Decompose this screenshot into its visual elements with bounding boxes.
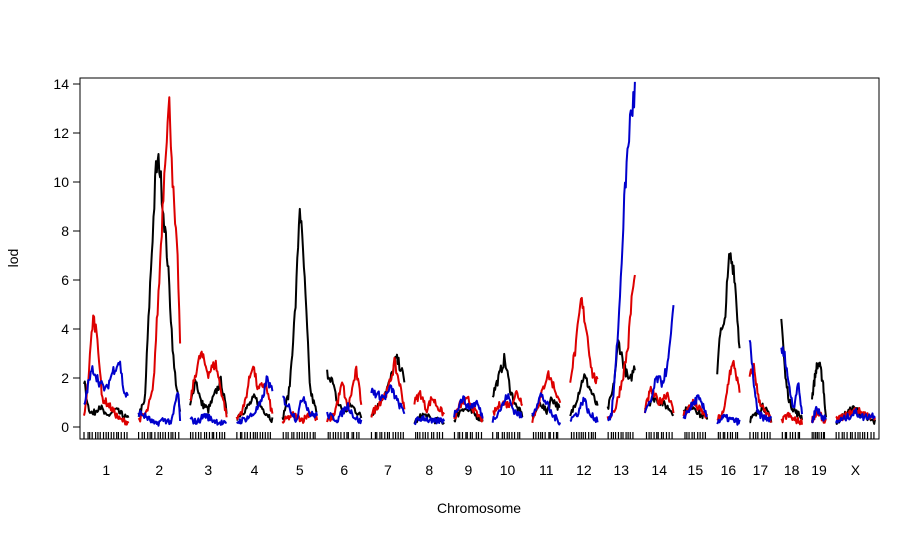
lod-curve-series-3-chr-3 [189, 412, 228, 426]
lod-curve-series-2-chr-1 [83, 314, 130, 426]
x-tick-label-chr-16: 16 [721, 462, 737, 478]
x-tick-label-chr-13: 13 [613, 462, 629, 478]
x-axis-label: Chromosome [437, 500, 521, 516]
lod-curve-series-2-chr-10 [492, 390, 524, 416]
lod-curve-series-2-chr-4 [235, 365, 274, 420]
lod-curve-series-1-chr-19 [811, 361, 827, 418]
lod-curve-series-2-chr-3 [189, 350, 228, 418]
lod-curve-series-2-chr-2 [137, 96, 182, 423]
lod-curve-series-2-chr-16 [716, 359, 741, 422]
x-tick-label-chr-7: 7 [384, 462, 392, 478]
lod-curve-series-1-chr-18 [780, 318, 803, 421]
lod-curve-series-1-chr-3 [189, 375, 228, 414]
series-layer [83, 81, 876, 427]
lod-curve-series-2-chr-7 [370, 356, 406, 418]
x-tick-label-chr-15: 15 [688, 462, 704, 478]
y-axis-label: lod [5, 249, 21, 268]
x-tick-label-chr-3: 3 [204, 462, 212, 478]
x-tick-label-chr-14: 14 [651, 462, 667, 478]
lod-curve-series-2-chr-18 [780, 411, 803, 426]
lod-curve-series-1-chr-5 [281, 207, 318, 421]
y-tick-label: 4 [61, 321, 69, 337]
y-tick-label: 14 [53, 76, 69, 92]
lod-curve-series-3-chr-19 [811, 405, 827, 424]
x-tick-label-chr-X: X [851, 462, 861, 478]
x-tick-label-chr-2: 2 [155, 462, 163, 478]
x-tick-label-chr-19: 19 [811, 462, 827, 478]
lod-curve-series-1-chr-2 [137, 153, 182, 418]
x-tick-label-chr-10: 10 [500, 462, 516, 478]
lod-curve-series-3-chr-4 [236, 375, 274, 425]
x-tick-label-chr-18: 18 [784, 462, 800, 478]
y-tick-label: 2 [61, 370, 69, 386]
lod-curve-series-1-chr-13 [606, 339, 636, 410]
lod-curve-series-3-chr-15 [682, 394, 709, 420]
lod-curve-series-1-chr-10 [491, 352, 524, 418]
lod-curve-series-2-chr-15 [682, 398, 708, 419]
lod-curve-series-3-chr-16 [716, 413, 741, 426]
lod-curve-series-1-chr-1 [83, 380, 130, 420]
x-tick-label-chr-4: 4 [251, 462, 259, 478]
lod-curve-series-3-chr-2 [137, 392, 182, 427]
lod-curve-series-3-chr-9 [453, 395, 484, 419]
lod-curve-series-3-chr-10 [491, 393, 523, 423]
y-tick-label: 8 [61, 223, 69, 239]
lod-curve-series-3-chr-18 [780, 346, 803, 415]
y-tick-label: 10 [53, 174, 69, 190]
lod-curve-series-2-chr-8 [413, 390, 445, 417]
lod-curve-series-3-chr-5 [282, 395, 319, 423]
x-axis: 1 2 3 4 5 6 7 8 9 10 11 12 13 14 15 16 17 18 19 X [102, 462, 860, 478]
lod-curve-series-1-chr-16 [716, 252, 741, 375]
y-tick-label: 12 [53, 125, 69, 141]
lod-curve-series-3-chr-8 [413, 415, 446, 426]
x-tick-label-chr-5: 5 [296, 462, 304, 478]
lod-curve-series-3-chr-11 [531, 392, 562, 426]
lod-curve-series-2-chr-17 [748, 362, 773, 424]
y-tick-label: 0 [61, 419, 69, 435]
marker-rug [83, 432, 875, 439]
lod-curve-series-3-chr-17 [748, 339, 773, 423]
lod-curve-series-3-chr-X [835, 408, 876, 424]
y-tick-label: 6 [61, 272, 69, 288]
lod-curve-series-3-chr-6 [326, 402, 363, 425]
x-tick-label-chr-1: 1 [102, 462, 110, 478]
lod-curve-series-1-chr-9 [453, 407, 484, 423]
lod-curve-series-1-chr-17 [749, 402, 773, 424]
lod-curve-series-3-chr-1 [83, 360, 129, 406]
lod-curve-series-2-chr-12 [569, 296, 599, 385]
y-axis: 0 2 4 6 8 10 12 14 [53, 76, 80, 435]
lod-curve-series-3-chr-13 [607, 81, 636, 422]
x-tick-label-chr-9: 9 [464, 462, 472, 478]
lod-curve-series-2-chr-13 [606, 274, 636, 421]
lod-curve-series-2-chr-14 [643, 385, 675, 414]
lod-curve-series-3-chr-7 [370, 384, 406, 415]
x-tick-label-chr-6: 6 [340, 462, 348, 478]
x-tick-label-chr-11: 11 [539, 462, 554, 478]
lod-curve-series-3-chr-12 [569, 396, 599, 423]
x-tick-label-chr-17: 17 [753, 462, 769, 478]
lod-curve-series-1-chr-12 [569, 373, 599, 417]
x-tick-label-chr-8: 8 [425, 462, 433, 478]
plot-frame [79, 77, 880, 440]
x-tick-label-chr-12: 12 [576, 462, 592, 478]
lod-curve-series-3-chr-14 [643, 304, 675, 414]
